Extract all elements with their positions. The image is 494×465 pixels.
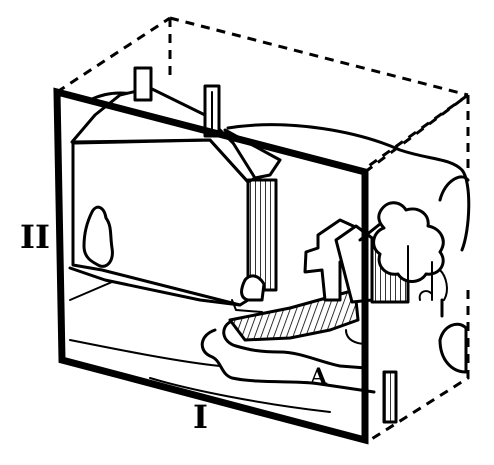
label-region-a: A: [309, 364, 328, 390]
picture-plane-frame: [53, 87, 469, 445]
river: [200, 328, 376, 394]
tree-cluster: [372, 201, 445, 283]
bush: [82, 205, 114, 268]
label-roman-one: I: [193, 398, 208, 436]
scene: [68, 66, 471, 424]
post: [382, 370, 398, 424]
background-hill: [226, 123, 471, 252]
chimney-left: [133, 66, 153, 102]
label-roman-two: II: [20, 218, 50, 256]
hatched-slope: [228, 288, 360, 342]
ground-line: [68, 266, 242, 307]
hatched-column: [246, 178, 278, 292]
